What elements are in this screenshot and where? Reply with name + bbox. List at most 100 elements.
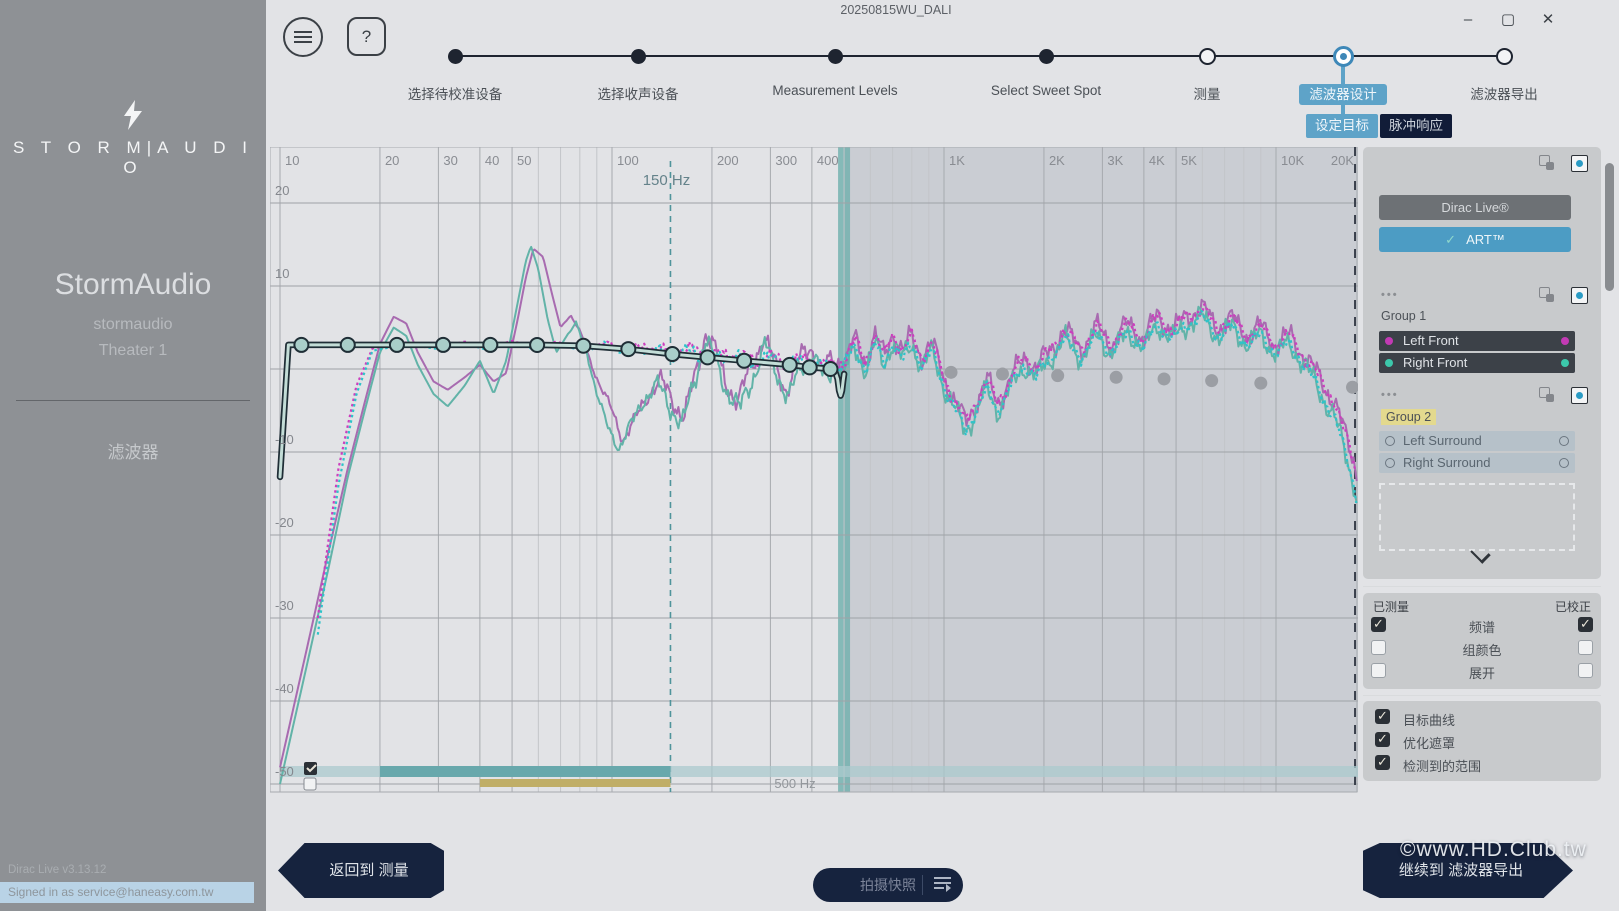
speaker-ring-icon	[1559, 458, 1569, 468]
group-label: Group 1	[1381, 309, 1427, 323]
target-handle[interactable]	[664, 346, 681, 363]
target-handle[interactable]	[736, 352, 753, 369]
speaker-color-dot	[1385, 337, 1393, 345]
target-handle-locked[interactable]	[1205, 374, 1219, 388]
solo-toggle-icon[interactable]	[1571, 287, 1588, 304]
target-handle-locked[interactable]	[1157, 372, 1171, 386]
bar-checkbox[interactable]	[304, 762, 317, 775]
step-node-2[interactable]	[631, 49, 646, 64]
speaker-row-left-surround[interactable]: Left Surround	[1379, 431, 1575, 451]
target-handle-locked[interactable]	[1254, 376, 1268, 390]
range-bar[interactable]	[479, 779, 671, 787]
step-label-5[interactable]: 测量	[1193, 87, 1221, 102]
continue-to-export-button[interactable]: 继续到 滤波器导出	[1363, 843, 1573, 898]
speaker-row-left-front[interactable]: Left Front	[1379, 331, 1575, 351]
range-bar[interactable]	[280, 766, 1358, 777]
target-handle[interactable]	[339, 336, 356, 353]
snapshot-list-icon[interactable]	[934, 877, 951, 893]
chart-svg[interactable]: 150 Hz 10 20 30 40 50 100 200 300 400 1K 2K 3K 4K 5K 10…	[269, 146, 1360, 797]
overlay-checkbox-2[interactable]	[1375, 754, 1390, 770]
target-handle[interactable]	[575, 337, 592, 354]
overlay-checkbox-0[interactable]	[1375, 708, 1390, 724]
maximize-button[interactable]: ▢	[1500, 11, 1516, 28]
overlay-checkbox-1[interactable]	[1375, 731, 1390, 747]
target-handle[interactable]	[699, 349, 716, 366]
step-node-4[interactable]	[1039, 49, 1054, 64]
panel-divider	[1363, 695, 1601, 696]
layers-icon[interactable]	[1539, 155, 1554, 170]
empty-group-slot	[1379, 483, 1575, 551]
step-label-1[interactable]: 选择待校准设备	[407, 87, 503, 102]
y-tick-label: -20	[275, 515, 294, 530]
dirac-live-button[interactable]: Dirac Live®	[1379, 195, 1571, 220]
bar-checkbox[interactable]	[303, 777, 317, 791]
back-to-measure-button[interactable]: 返回到 测量	[278, 843, 444, 898]
panel-scrollbar[interactable]	[1605, 160, 1614, 575]
sub-tab-set-target[interactable]: 设定目标	[1306, 114, 1378, 138]
corrected-checkbox-1[interactable]	[1578, 640, 1593, 655]
step-node-3[interactable]	[828, 49, 843, 64]
speaker-row-right-surround[interactable]: Right Surround	[1379, 453, 1575, 473]
frequency-response-chart[interactable]: 150 Hz 10 20 30 40 50 100 200 300 400 1K 2K 3K 4K 5K 10…	[269, 146, 1360, 802]
target-handle[interactable]	[293, 336, 310, 353]
legend-row-label: 展开	[1468, 666, 1495, 681]
step-node-7[interactable]	[1496, 48, 1513, 65]
target-handle-locked[interactable]	[944, 365, 958, 379]
check-icon: ✓	[1445, 232, 1457, 247]
group-menu-icon[interactable]: •••	[1381, 389, 1399, 401]
x-tick-label: 40	[485, 153, 499, 168]
target-handle-locked[interactable]	[1051, 369, 1065, 383]
range-bar[interactable]	[379, 766, 671, 777]
minimize-button[interactable]: –	[1463, 11, 1473, 28]
close-button[interactable]: ✕	[1541, 11, 1555, 28]
scrollbar-thumb[interactable]	[1605, 163, 1614, 291]
step-node-5[interactable]	[1199, 48, 1216, 65]
group-menu-icon[interactable]: •••	[1381, 289, 1399, 301]
target-handle-locked[interactable]	[995, 367, 1009, 381]
take-snapshot-button[interactable]: 拍摄快照	[813, 868, 963, 902]
target-handle[interactable]	[482, 336, 499, 353]
legend-row-label: 频谱	[1468, 620, 1495, 635]
step-label-3[interactable]: Measurement Levels	[772, 83, 898, 98]
x-tick-label: 4K	[1149, 153, 1165, 168]
hamburger-menu-button[interactable]	[283, 17, 323, 57]
measured-checkbox-0[interactable]	[1371, 616, 1386, 632]
target-handle-locked[interactable]	[1109, 370, 1123, 384]
solo-toggle-icon[interactable]	[1571, 155, 1588, 172]
sidebar-section-label: 滤波器	[107, 443, 159, 462]
y-tick-label: -10	[275, 432, 294, 447]
step-node-6[interactable]	[1333, 46, 1354, 67]
target-curve[interactable]	[278, 343, 846, 479]
speaker-row-right-front[interactable]: Right Front	[1379, 353, 1575, 373]
corrected-checkbox-2[interactable]	[1578, 663, 1593, 678]
target-handle-locked[interactable]	[1346, 380, 1360, 394]
button-divider	[922, 875, 923, 895]
target-handle[interactable]	[620, 341, 637, 358]
step-label-4[interactable]: Select Sweet Spot	[990, 83, 1102, 98]
corrected-checkbox-0[interactable]	[1578, 616, 1593, 632]
target-handle[interactable]	[822, 361, 839, 377]
art-button[interactable]: ✓ ART™	[1379, 227, 1571, 252]
measured-header: 已测量	[1373, 600, 1410, 614]
target-handle[interactable]	[801, 359, 818, 376]
step-label-7[interactable]: 滤波器导出	[1470, 87, 1538, 102]
measured-checkbox-2[interactable]	[1371, 663, 1386, 678]
step-label-2[interactable]: 选择收声设备	[597, 87, 679, 102]
step-label-6[interactable]: 滤波器设计	[1253, 83, 1433, 105]
target-handle[interactable]	[529, 336, 546, 353]
step-node-1[interactable]	[448, 49, 463, 64]
chevron-down-icon[interactable]	[1471, 543, 1489, 561]
solo-toggle-icon[interactable]	[1571, 387, 1588, 404]
signed-in-status: Signed in as service@haneasy.com.tw	[0, 882, 254, 903]
measured-checkbox-1[interactable]	[1371, 640, 1386, 655]
layers-icon[interactable]	[1539, 387, 1554, 402]
help-button[interactable]: ?	[347, 17, 386, 56]
x-tick-label: 3K	[1107, 153, 1123, 168]
target-handle[interactable]	[781, 356, 798, 373]
sub-tab-impulse-response[interactable]: 脉冲响应	[1380, 114, 1452, 138]
target-handle[interactable]	[435, 336, 452, 353]
target-handle[interactable]	[388, 336, 405, 353]
layers-icon[interactable]	[1539, 287, 1554, 302]
speaker-color-dot	[1561, 337, 1569, 345]
x-tick-label: 300	[775, 153, 797, 168]
